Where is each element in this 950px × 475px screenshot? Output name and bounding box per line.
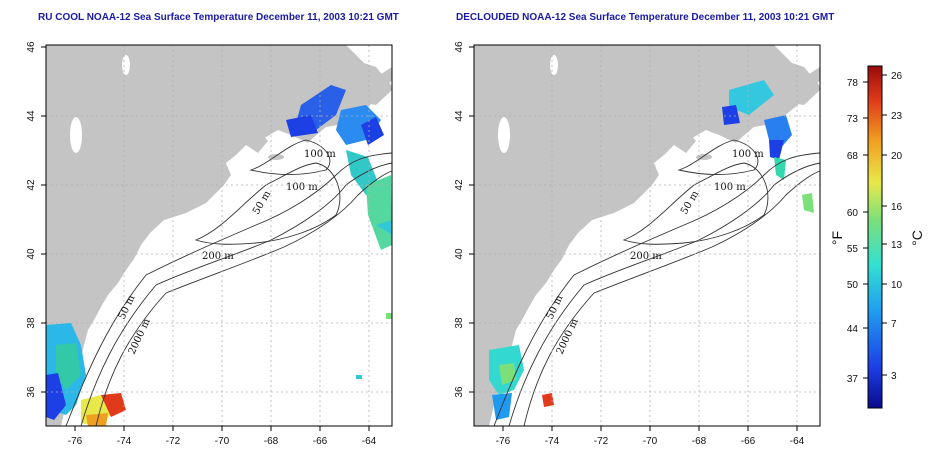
island [268, 154, 284, 160]
x-tick-label: -76 [496, 436, 511, 447]
lake [70, 117, 82, 153]
y-tick-label: 42 [454, 179, 465, 191]
map-frame [473, 44, 821, 427]
x-tick-label: -72 [166, 436, 181, 447]
fahrenheit-tick: 44 [847, 324, 859, 335]
lat-lon-grid [474, 45, 820, 426]
x-tick-label: -66 [741, 436, 756, 447]
y-tick-label: 36 [26, 386, 37, 398]
map-frame [45, 44, 393, 427]
x-tick-label: -66 [313, 436, 328, 447]
fahrenheit-tick: 73 [847, 114, 859, 125]
lake [122, 55, 130, 75]
celsius-tick: 7 [891, 319, 897, 330]
contour-label: 100 m [286, 182, 318, 193]
x-tick-label: -68 [692, 436, 707, 447]
celsius-unit-label: °C [909, 230, 925, 246]
celsius-tick: 16 [891, 202, 903, 213]
x-tick-label: -74 [117, 436, 132, 447]
cape-cod [674, 133, 696, 153]
lake [550, 55, 558, 75]
contour-label: 100 m [304, 149, 336, 160]
fahrenheit-tick: 37 [847, 374, 859, 385]
fahrenheit-tick: 50 [847, 280, 859, 291]
y-tick-label: 40 [454, 248, 465, 260]
x-tick-label: -76 [68, 436, 83, 447]
celsius-tick: 10 [891, 280, 903, 291]
cape-cod [246, 133, 268, 153]
bathymetry-contours [65, 139, 393, 427]
temperature-colorbar: 78 73 68 60 55 50 44 37 26 23 20 16 13 1… [829, 65, 925, 409]
bathymetry-contours [493, 139, 821, 427]
y-tick-label: 38 [454, 317, 465, 329]
y-tick-label: 36 [454, 386, 465, 398]
colorbar-gradient [867, 65, 883, 409]
y-tick-label: 46 [454, 41, 465, 53]
y-tick-label: 46 [26, 41, 37, 53]
fahrenheit-tick: 55 [847, 244, 859, 255]
celsius-tick: 26 [891, 71, 903, 82]
right-map-panel: 100 m 100 m 50 m 200 m 50 m 2000 m -76 [454, 41, 821, 447]
x-tick-label: -64 [362, 436, 377, 447]
y-tick-label: 40 [26, 248, 37, 260]
left-map-title: RU COOL NOAA-12 Sea Surface Temperature … [38, 12, 399, 23]
x-tick-label: -70 [215, 436, 230, 447]
celsius-tick: 20 [891, 151, 903, 162]
contour-label: 200 m [202, 251, 234, 262]
celsius-tick: 23 [891, 111, 903, 122]
y-tick-label: 38 [26, 317, 37, 329]
lat-lon-grid [46, 45, 392, 426]
fahrenheit-tick: 60 [847, 208, 859, 219]
sst-data [489, 80, 814, 420]
fahrenheit-tick: 78 [847, 78, 859, 89]
contour-label: 100 m [714, 182, 746, 193]
island [696, 154, 712, 160]
lake [498, 117, 510, 153]
contour-label: 100 m [732, 149, 764, 160]
x-tick-label: -70 [643, 436, 658, 447]
left-map-panel: 100 m 100 m 50 m 200 m 50 m 2000 m [26, 41, 393, 447]
fahrenheit-tick: 68 [847, 151, 859, 162]
celsius-tick: 13 [891, 240, 903, 251]
right-map-title: DECLOUDED NOAA-12 Sea Surface Temperatur… [456, 12, 835, 23]
nova-scotia [764, 67, 820, 120]
y-tick-label: 42 [26, 179, 37, 191]
y-tick-label: 44 [454, 110, 465, 122]
fahrenheit-unit-label: °F [829, 231, 845, 245]
celsius-tick: 3 [891, 371, 897, 382]
nova-scotia [336, 67, 392, 120]
x-tick-label: -68 [264, 436, 279, 447]
x-tick-label: -74 [545, 436, 560, 447]
y-tick-label: 44 [26, 110, 37, 122]
contour-label: 200 m [630, 251, 662, 262]
x-tick-label: -72 [594, 436, 609, 447]
x-tick-label: -64 [790, 436, 805, 447]
